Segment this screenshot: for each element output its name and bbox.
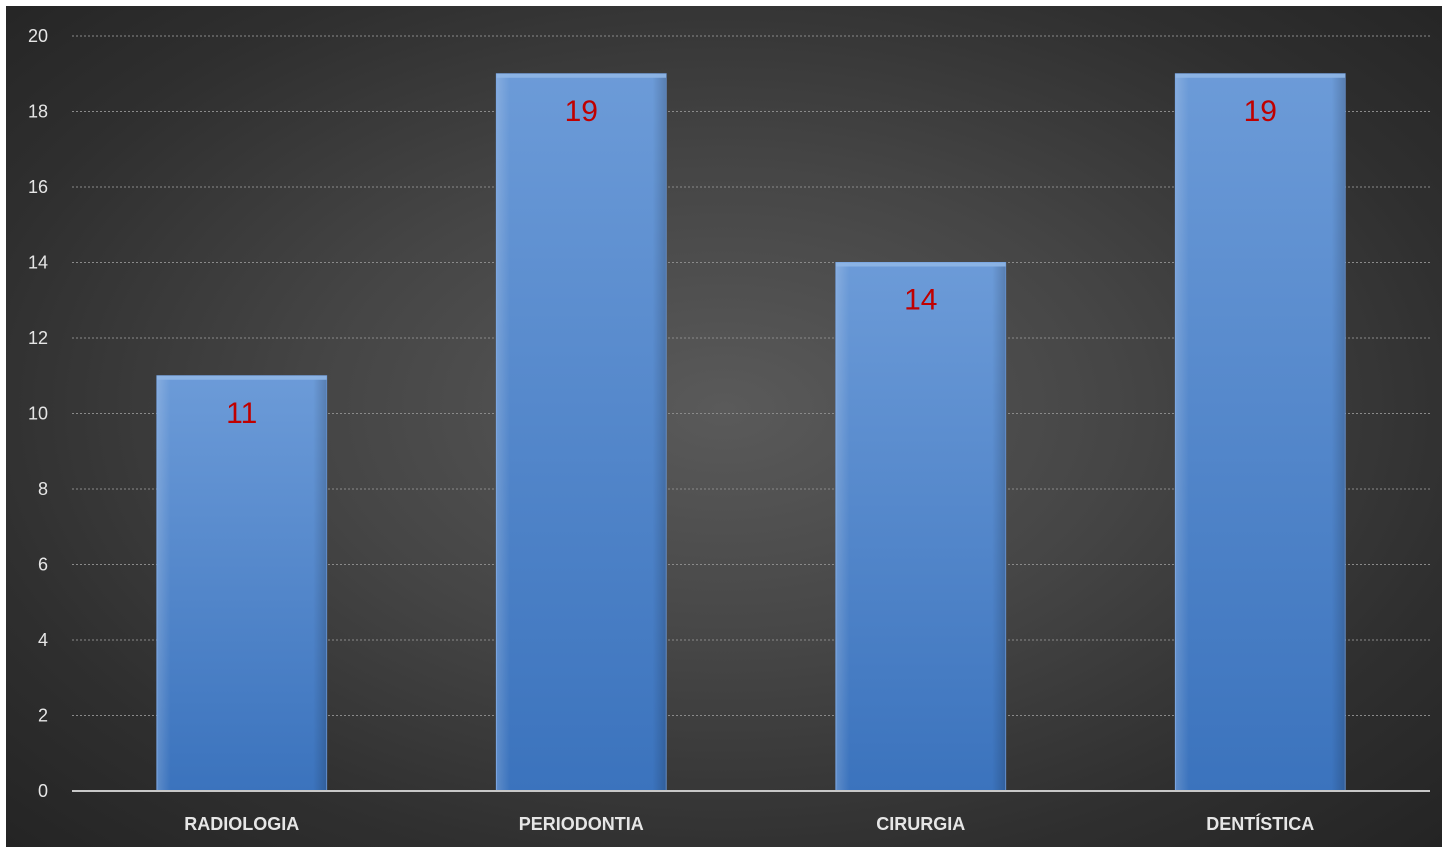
y-tick-label: 10 <box>28 404 48 424</box>
bar-top-bevel <box>835 262 1006 267</box>
x-axis-labels: RADIOLOGIA PERIODONTIA CIRURGIA DENTÍSTICA <box>184 813 1314 834</box>
y-tick-label: 2 <box>38 706 48 726</box>
y-tick-label: 18 <box>28 102 48 122</box>
bar-shading <box>496 73 667 791</box>
x-tick-label: CIRURGIA <box>876 814 965 834</box>
y-tick-label: 12 <box>28 328 48 348</box>
y-tick-label: 6 <box>38 555 48 575</box>
x-tick-label: PERIODONTIA <box>519 814 644 834</box>
bar-top-bevel <box>1175 73 1346 78</box>
y-tick-label: 16 <box>28 177 48 197</box>
bar-group <box>156 375 328 792</box>
bar-shading <box>835 262 1006 791</box>
y-tick-label: 20 <box>28 26 48 46</box>
data-label: 14 <box>904 284 937 317</box>
y-tick-label: 0 <box>38 781 48 801</box>
y-tick-label: 14 <box>28 253 48 273</box>
y-axis: 0 2 4 6 8 10 12 14 16 18 20 <box>28 26 48 801</box>
x-tick-label: RADIOLOGIA <box>184 814 299 834</box>
data-labels: 11 19 14 19 <box>226 95 1277 430</box>
x-tick-label: DENTÍSTICA <box>1206 813 1314 834</box>
data-label: 19 <box>565 95 598 128</box>
bar-group <box>835 262 1007 792</box>
bar-group <box>1174 73 1346 792</box>
bar-shading <box>156 375 327 791</box>
bar-shading <box>1175 73 1346 791</box>
data-label: 19 <box>1244 95 1277 128</box>
bars <box>156 73 1346 792</box>
y-tick-label: 8 <box>38 479 48 499</box>
bar-top-bevel <box>496 73 667 78</box>
bar-group <box>495 73 667 792</box>
y-tick-label: 4 <box>38 630 48 650</box>
data-label: 11 <box>226 397 257 430</box>
bar-top-bevel <box>156 375 327 380</box>
